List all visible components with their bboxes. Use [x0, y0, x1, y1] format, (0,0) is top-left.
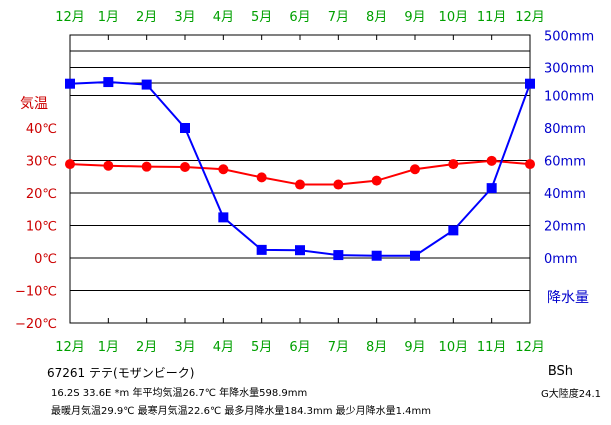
month-label-top: 7月 — [328, 10, 349, 25]
month-label-top: 12月 — [515, 10, 545, 25]
left-tick-label: 40℃ — [26, 122, 57, 137]
station-id: 67261 — [47, 366, 86, 380]
precipitation-point — [218, 212, 229, 223]
temperature-point — [448, 159, 459, 170]
left-tick-label: 20℃ — [26, 187, 57, 202]
month-label-top: 5月 — [251, 10, 272, 25]
precipitation-point — [256, 244, 267, 255]
temperature-point — [141, 161, 152, 172]
temperature-point — [65, 159, 75, 170]
precipitation-point — [180, 123, 190, 133]
plot-frame — [69, 34, 531, 324]
station-title: 67261 テテ(モザンビーク) — [47, 364, 194, 381]
month-label-top: 10月 — [439, 10, 469, 25]
temperature-point — [103, 160, 114, 171]
temperature-point — [410, 164, 420, 175]
precipitation-point — [333, 250, 344, 261]
left-tick-label: 0℃ — [34, 252, 57, 267]
right-tick-label: 40mm — [544, 187, 586, 202]
month-label-bottom: 10月 — [439, 340, 469, 355]
right-tick-label: 20mm — [544, 220, 586, 235]
right-tick-label: 80mm — [544, 122, 586, 137]
temperature-point — [180, 162, 190, 172]
precipitation-point — [371, 250, 382, 261]
month-label-bottom: 12月 — [55, 340, 85, 355]
left-tick-label: −10℃ — [15, 285, 57, 300]
temperature-point — [486, 155, 497, 166]
month-label-bottom: 12月 — [515, 340, 545, 355]
precipitation-point — [103, 77, 114, 88]
month-label-bottom: 4月 — [213, 340, 234, 355]
temperature-point — [295, 179, 305, 190]
precipitation-point — [141, 79, 152, 90]
right-tick-label: 300mm — [544, 62, 594, 77]
month-label-bottom: 3月 — [174, 340, 195, 355]
month-label-bottom: 5月 — [251, 340, 272, 355]
precipitation-point — [486, 183, 497, 194]
left-axis-title: 気温 — [20, 96, 48, 112]
precipitation-line — [69, 81, 531, 257]
station-name: テテ(モザンビーク) — [89, 366, 195, 380]
precipitation-point — [448, 225, 459, 236]
month-label-top: 9月 — [404, 10, 425, 25]
month-label-top: 4月 — [213, 10, 234, 25]
temperature-point — [256, 172, 267, 183]
month-label-bottom: 9月 — [404, 340, 425, 355]
continentality-index: G大陸度24.1 — [540, 389, 601, 400]
right-tick-label: 500mm — [544, 30, 594, 45]
month-label-bottom: 8月 — [366, 340, 387, 355]
temperature-point — [371, 175, 382, 186]
summary-coords-line: 16.2S 33.6E *m 年平均気温26.7℃ 年降水量598.9mm — [51, 388, 308, 399]
temperature-point — [525, 159, 535, 170]
month-label-top: 11月 — [477, 10, 507, 25]
month-label-bottom: 1月 — [98, 340, 119, 355]
month-label-top: 8月 — [366, 10, 387, 25]
month-label-bottom: 7月 — [328, 340, 349, 355]
precipitation-point — [295, 245, 305, 256]
climate-chart: 12月 12月 1月 1月 2月 2月 3月 3月 4月 4月 5月 5月 6月 6月 7月 7月 8月 8月 9月… — [15, 10, 594, 355]
temperature-point — [218, 164, 229, 175]
left-tick-label: 30℃ — [26, 155, 57, 170]
month-label-top: 12月 — [55, 10, 85, 25]
right-tick-label: 100mm — [544, 90, 594, 105]
month-label-top: 2月 — [136, 10, 157, 25]
precipitation-point — [525, 78, 535, 89]
right-tick-label: 60mm — [544, 155, 586, 170]
right-tick-label: 0mm — [544, 252, 578, 267]
left-tick-label: 10℃ — [26, 220, 57, 235]
month-label-bottom: 2月 — [136, 340, 157, 355]
precipitation-point — [410, 250, 420, 261]
month-label-top: 1月 — [98, 10, 119, 25]
left-tick-label: −20℃ — [15, 317, 57, 332]
month-label-top: 3月 — [174, 10, 195, 25]
month-label-bottom: 6月 — [289, 340, 310, 355]
temperature-point — [333, 179, 344, 190]
month-label-top: 6月 — [289, 10, 310, 25]
summary-extremes-line: 最暖月気温29.9℃ 最寒月気温22.6℃ 最多月降水量184.3mm 最少月降… — [51, 406, 432, 417]
precipitation-point — [65, 78, 75, 89]
koppen-class: BSh — [547, 364, 573, 379]
right-axis-title: 降水量 — [547, 290, 589, 306]
month-label-bottom: 11月 — [477, 340, 507, 355]
